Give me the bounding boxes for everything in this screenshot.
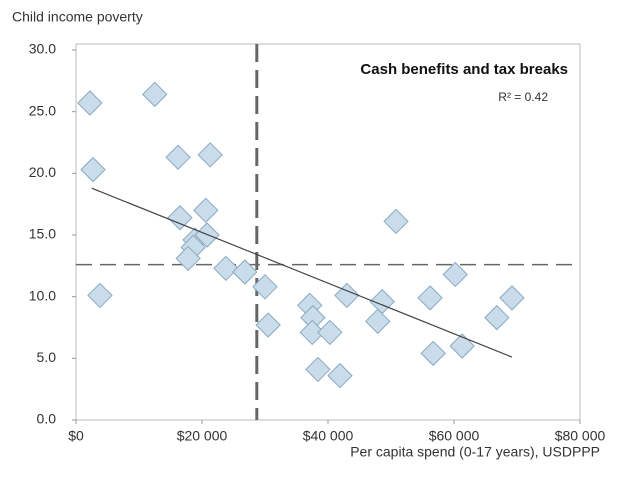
y-axis-label: Child income poverty [12,9,143,25]
point [484,304,510,331]
annotation: Cash benefits and tax breaks [360,61,568,78]
x-tick-label: $20 000 [177,428,228,444]
point [327,362,353,389]
point [417,285,443,311]
y-tick-label: 30.0 [29,41,56,57]
point [213,255,239,282]
point [299,319,325,346]
r-squared: R² = 0.42 [498,90,548,104]
point [193,197,219,224]
point [165,144,191,171]
x-tick-label: $80 000 [555,428,606,444]
point [197,142,223,168]
x-tick-label: $0 [68,428,84,444]
point [305,356,331,383]
point [252,274,278,300]
point [167,205,193,231]
point [317,319,343,346]
trendline [91,187,513,358]
y-tick-label: 20.0 [29,164,56,180]
point [175,245,201,272]
y-tick-label: 10.0 [29,287,56,303]
x-tick-label: $40 000 [303,428,354,444]
point [420,340,446,367]
x-axis-label: Per capita spend (0-17 years), USDPPP [350,444,600,460]
point [87,282,113,309]
point [232,259,258,285]
y-tick-label: 25.0 [29,102,56,118]
x-tick-label: $60 000 [429,428,480,444]
point [499,285,525,311]
point [80,156,106,183]
y-tick-label: 0.0 [37,411,57,427]
point [255,312,281,338]
point [77,90,103,116]
y-tick-label: 5.0 [37,349,57,365]
y-tick-label: 15.0 [29,226,56,242]
point [383,208,409,235]
point [334,282,360,309]
point [442,261,468,288]
point [365,308,391,335]
point [142,81,168,108]
